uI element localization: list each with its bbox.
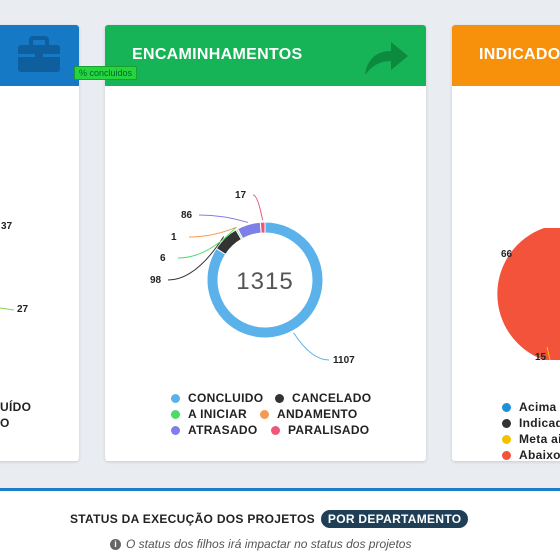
card-title: ENCAMINHAMENTOS <box>132 46 303 63</box>
legend-dot <box>502 450 511 460</box>
donut-connector-andamento <box>188 226 237 238</box>
legend-dot <box>171 409 180 419</box>
legend-item-abaixo[interactable]: Abaixo <box>502 448 560 461</box>
legend-label: CANCELADO <box>292 391 372 405</box>
legend-dot <box>502 402 511 412</box>
legend-item-andamento[interactable]: ANDAMENTO <box>260 407 357 421</box>
projects-card: 37 27 UÍDO O <box>0 25 79 461</box>
legend-label: Indicad <box>519 416 560 430</box>
por-departamento-button[interactable]: POR DEPARTAMENTO <box>320 510 469 528</box>
legend-dot <box>502 418 511 428</box>
donut-label-andamento: 1 <box>171 232 177 243</box>
left-chart-connector <box>0 307 15 311</box>
legend-label: A INICIAR <box>188 407 247 421</box>
legend-dot <box>260 409 269 419</box>
status-note: i O status dos filhos irá impactar no st… <box>110 537 411 551</box>
legend-item-paralisado[interactable]: PARALISADO <box>271 423 369 437</box>
share-arrow-icon <box>365 42 408 75</box>
donut-connector-atrasado <box>198 214 249 223</box>
legend-dot <box>275 393 284 403</box>
legend-label: CONCLUIDO <box>188 391 264 405</box>
status-section: STATUS DA EXECUÇÃO DOS PROJETOS POR DEPA… <box>0 491 560 560</box>
encaminhamentos-card-header: ENCAMINHAMENTOS <box>105 25 426 86</box>
status-title: STATUS DA EXECUÇÃO DOS PROJETOS POR DEPA… <box>70 510 469 528</box>
projects-card-header <box>0 25 79 86</box>
donut-label-paralisado: 17 <box>235 190 247 201</box>
legend-item-atrasado[interactable]: ATRASADO <box>171 423 258 437</box>
legend-label: ATRASADO <box>188 423 258 437</box>
legend-item-concluido[interactable]: CONCLUIDO <box>171 391 263 405</box>
legend-label: Meta ai <box>519 432 560 446</box>
legend-label: Abaixo <box>519 448 560 461</box>
donut-label-atrasado: 86 <box>181 210 193 221</box>
legend-item-acima[interactable]: Acima d <box>502 400 560 414</box>
card-title: INDICADORES <box>479 46 560 63</box>
donut-connector-a-iniciar <box>177 227 237 259</box>
legend-item-meta[interactable]: Meta ai <box>502 432 560 446</box>
donut-connector-cancelado <box>167 236 225 281</box>
left-legend-fragment: O <box>0 416 10 430</box>
legend-dot <box>271 425 280 435</box>
indicadores-chart-label: 15 <box>535 352 547 363</box>
legend-label: PARALISADO <box>288 423 370 437</box>
encaminhamentos-donut-chart: 1107 98 61 86 17 1315 <box>150 190 355 366</box>
left-legend-fragment: UÍDO <box>0 400 32 414</box>
info-icon: i <box>110 538 121 550</box>
donut-label-concluido: 1107 <box>333 355 355 366</box>
left-chart-label: 37 <box>1 221 13 232</box>
indicadores-chart-label: 66 <box>501 249 513 260</box>
legend-label: ANDAMENTO <box>277 407 358 421</box>
indicadores-chart-partial <box>497 228 560 361</box>
indicadores-card-header: INDICADORES <box>452 25 560 86</box>
donut-label-cancelado: 98 <box>150 275 162 286</box>
donut-slice-atrasado[interactable] <box>236 221 262 240</box>
tooltip-percent-concluidos: % concluidos <box>74 66 138 80</box>
section-divider <box>0 488 560 491</box>
legend-dot <box>502 434 511 444</box>
donut-slice-paralisado[interactable] <box>259 221 266 234</box>
donut-slice-concluido[interactable] <box>206 221 324 339</box>
legend-label: Acima d <box>519 400 560 414</box>
donut-label-a-iniciar: 6 <box>160 253 166 264</box>
briefcase-icon <box>18 36 60 72</box>
donut-connector-concluido <box>293 332 330 361</box>
status-note-text: O status dos filhos irá impactar no stat… <box>126 537 412 551</box>
donut-total: 1315 <box>236 268 293 295</box>
indicadores-card: INDICADORES 66 15 Acima d Indicad Meta a… <box>452 25 560 461</box>
legend-dot <box>171 393 180 403</box>
legend-item-indicador[interactable]: Indicad <box>502 416 560 430</box>
donut-connector-paralisado <box>252 194 264 221</box>
status-title-text: STATUS DA EXECUÇÃO DOS PROJETOS <box>70 512 315 526</box>
legend-dot <box>171 425 180 435</box>
left-chart-label: 27 <box>17 304 29 315</box>
legend-item-a-iniciar[interactable]: A INICIAR <box>171 407 247 421</box>
legend-item-cancelado[interactable]: CANCELADO <box>275 391 371 405</box>
encaminhamentos-card: ENCAMINHAMENTOS 1107 98 6 1 86 17 1315 CONCLUI… <box>105 25 426 461</box>
